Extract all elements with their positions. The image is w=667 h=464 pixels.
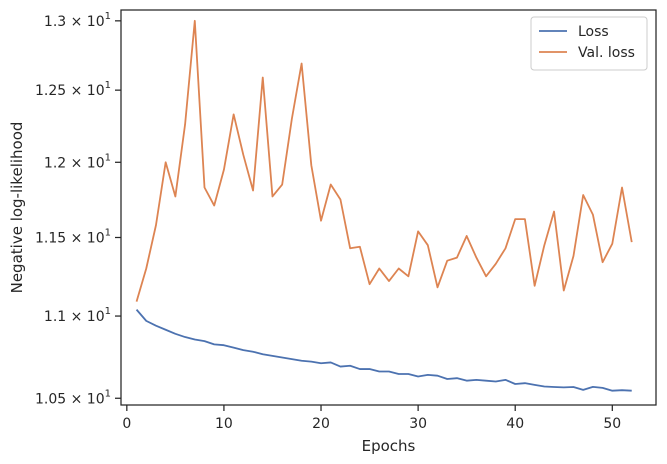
- x-tick-label: 30: [409, 416, 427, 432]
- y-axis-title: Negative log-likelihood: [8, 122, 26, 294]
- y-tick-label: 1.25 × 101: [35, 80, 111, 99]
- series-line-val-loss: [135, 19, 633, 302]
- series-layer: [135, 19, 633, 392]
- legend-label-val-loss: Val. loss: [578, 45, 635, 61]
- x-tick-label: 20: [312, 416, 330, 432]
- series-line-loss: [135, 309, 632, 392]
- y-tick-label: 1.05 × 101: [35, 388, 111, 407]
- x-tick-label: 40: [506, 416, 524, 432]
- legend-label-loss: Loss: [578, 24, 609, 40]
- y-axis-ticks: 1.05 × 101 1.1 × 101 1.15 × 101 1.2 × 101 1.…: [35, 11, 121, 407]
- y-tick-label: 1.1 × 101: [44, 306, 111, 325]
- x-tick-label: 50: [603, 416, 621, 432]
- x-axis-ticks: 0 10 20 30 40 50: [122, 405, 621, 432]
- x-tick-label: 10: [215, 416, 233, 432]
- y-tick-label: 1.15 × 101: [35, 227, 111, 246]
- y-tick-label: 1.3 × 101: [44, 11, 111, 30]
- x-tick-label: 0: [122, 416, 131, 432]
- plot-frame: [120, 9, 657, 406]
- y-tick-label: 1.2 × 101: [44, 152, 111, 171]
- x-axis-title: Epochs: [362, 437, 416, 455]
- legend: Loss Val. loss: [530, 16, 648, 71]
